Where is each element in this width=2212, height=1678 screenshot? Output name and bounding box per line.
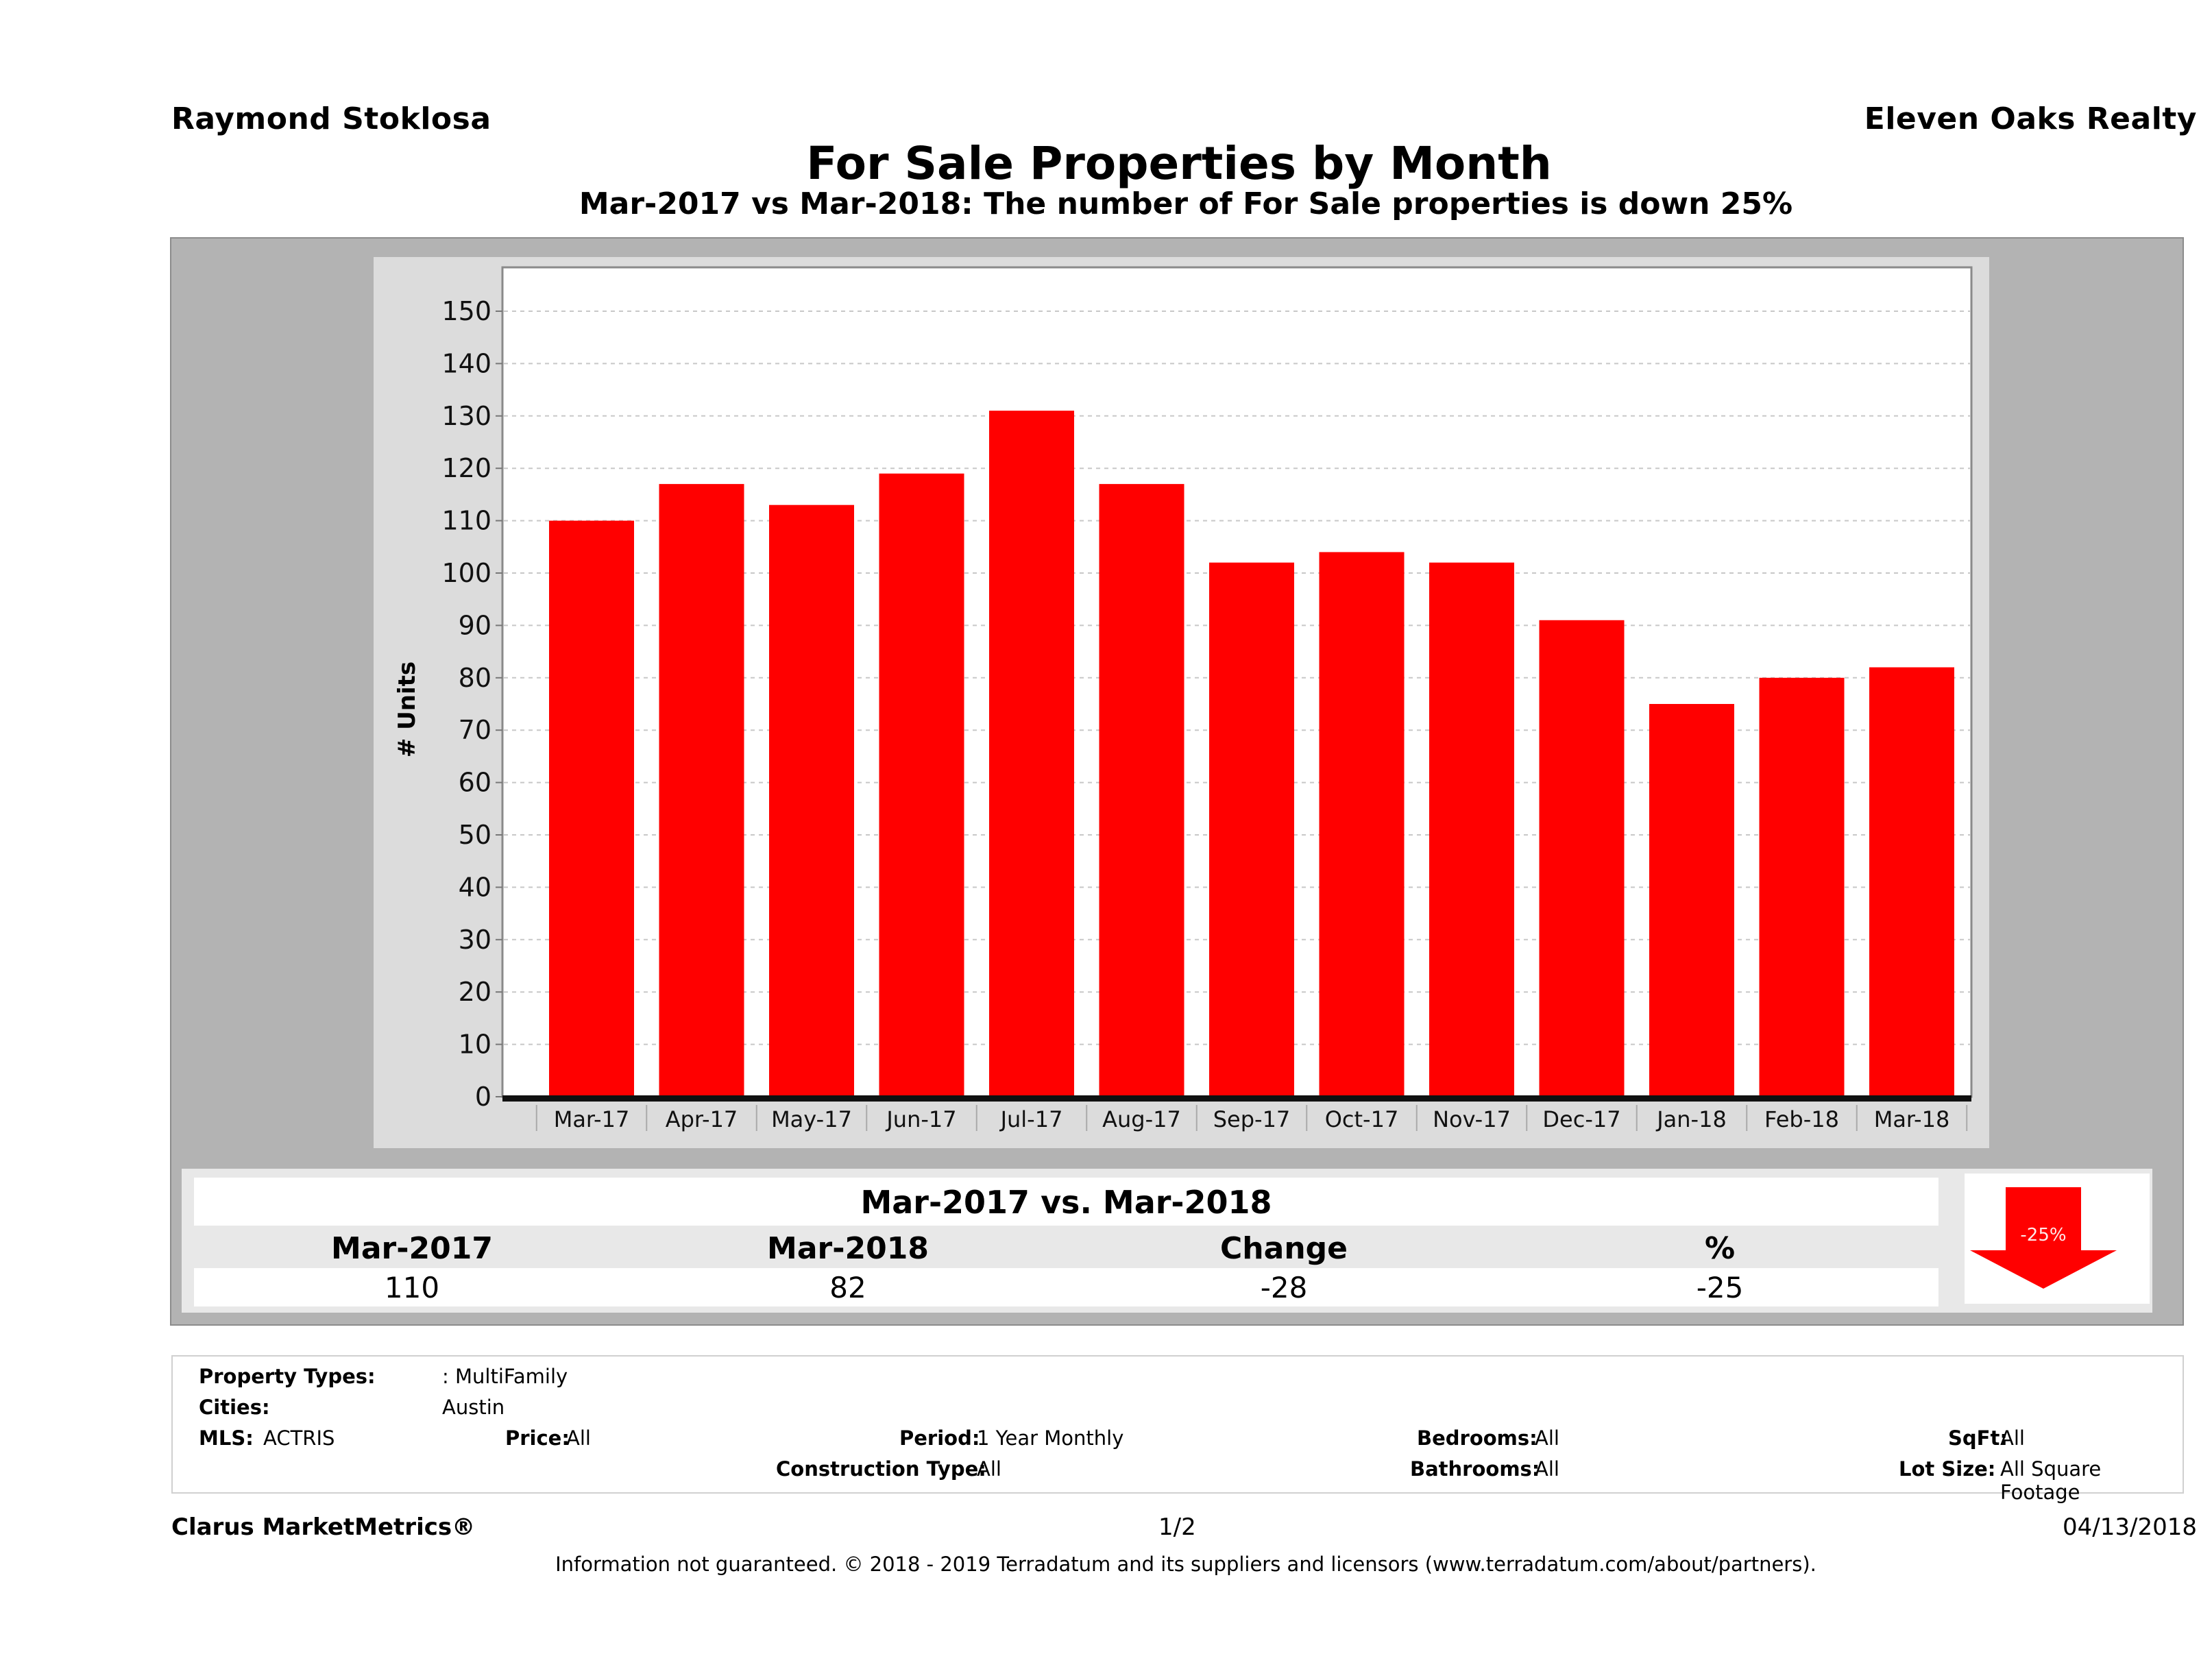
bar-chart: 0 10 20 30 40 50 60 70 80 90 100 110 120 130 140 150 Ma… (393, 266, 1973, 1132)
y-tick-label: 60 (459, 768, 491, 798)
mls-value: ACTRIS (263, 1426, 335, 1450)
property-types-value: : MultiFamily (442, 1365, 568, 1388)
period-value: 1 Year Monthly (977, 1426, 1124, 1450)
x-tick-label: May-17 (771, 1106, 852, 1132)
x-axis-line (502, 1095, 1971, 1102)
filter-details: Property Types: : MultiFamily Cities: Au… (171, 1355, 2184, 1504)
agent-name: Raymond Stoklosa (171, 101, 491, 136)
y-tick-label: 80 (459, 663, 491, 693)
summary-header-row: Mar-2017 Mar-2018 Change % (194, 1227, 1938, 1271)
bar-feb-18 (1759, 677, 1845, 1097)
product-name: Clarus MarketMetrics® (171, 1513, 476, 1541)
bar-nov-17 (1429, 562, 1514, 1097)
y-axis-label: # Units (393, 661, 421, 757)
bar-jan-18 (1649, 704, 1734, 1097)
report-title: For Sale Properties by Month (806, 137, 1552, 190)
bar-jul-17 (989, 411, 1074, 1097)
x-tick-label: Sep-17 (1213, 1106, 1291, 1132)
summary-header: Change (1220, 1231, 1348, 1266)
bar-mar-18 (1869, 667, 1954, 1097)
bar-jun-17 (879, 473, 964, 1097)
x-tick-label: Aug-17 (1102, 1106, 1181, 1132)
y-tick-label: 20 (459, 977, 491, 1007)
x-tick-label: Mar-17 (554, 1106, 630, 1132)
bar-sep-17 (1209, 562, 1294, 1097)
change-badge: -25% (1965, 1174, 2150, 1304)
bar-apr-17 (659, 484, 744, 1097)
summary-value: 82 (829, 1271, 866, 1304)
y-tick-label: 140 (441, 348, 491, 378)
y-tick-label: 120 (441, 453, 491, 483)
report-date: 04/13/2018 (2063, 1513, 2197, 1541)
x-tick-label: Jul-17 (999, 1106, 1063, 1132)
x-tick-label: Dec-17 (1542, 1106, 1620, 1132)
brokerage-name: Eleven Oaks Realty (1864, 101, 2197, 136)
y-tick-label: 150 (441, 296, 491, 326)
mls-label: MLS: (199, 1426, 254, 1450)
price-value: All (566, 1426, 591, 1450)
disclaimer: Information not guaranteed. © 2018 - 201… (555, 1553, 1816, 1576)
bar-dec-17 (1539, 620, 1625, 1097)
x-tick-label: Jan-18 (1655, 1106, 1727, 1132)
y-tick-label: 100 (441, 558, 491, 588)
y-tick-label: 30 (459, 925, 491, 955)
summary-header: % (1704, 1231, 1736, 1266)
bar-may-17 (769, 504, 854, 1097)
x-tick-label: Mar-18 (1874, 1106, 1950, 1132)
report-subtitle: Mar-2017 vs Mar-2018: The number of For … (579, 186, 1793, 221)
price-label: Price: (505, 1426, 570, 1450)
y-tick-label: 110 (441, 506, 491, 536)
x-tick-label: Feb-18 (1764, 1106, 1839, 1132)
cities-label: Cities: (199, 1396, 270, 1419)
cities-value: Austin (442, 1396, 505, 1419)
x-tick-label: Nov-17 (1433, 1106, 1511, 1132)
lot-size-value: All Square Footage (2000, 1457, 2102, 1504)
summary-value-row: 110 82 -28 -25 (194, 1268, 1938, 1306)
period-label: Period: (899, 1426, 980, 1450)
bedrooms-label: Bedrooms: (1417, 1426, 1538, 1450)
bar-mar-17 (549, 520, 634, 1097)
page-number: 1/2 (1158, 1513, 1196, 1541)
bar-aug-17 (1099, 484, 1184, 1097)
bathrooms-label: Bathrooms: (1410, 1457, 1540, 1481)
bathrooms-value: All (1535, 1457, 1559, 1481)
summary-value: 110 (384, 1271, 440, 1304)
bar-oct-17 (1319, 552, 1405, 1097)
y-tick-label: 40 (459, 872, 491, 902)
y-tick-label: 130 (441, 401, 491, 431)
summary-value: -28 (1260, 1271, 1308, 1304)
summary-title: Mar-2017 vs. Mar-2018 (194, 1178, 1938, 1226)
lot-size-label: Lot Size: (1899, 1457, 1996, 1481)
y-tick-label: 0 (475, 1082, 491, 1112)
y-tick-label: 90 (459, 610, 491, 640)
summary-value: -25 (1696, 1271, 1744, 1304)
construction-type-value: All (977, 1457, 1001, 1481)
x-tick-label: Oct-17 (1325, 1106, 1399, 1132)
summary-header: Mar-2018 (767, 1231, 929, 1266)
y-tick-label: 50 (459, 820, 491, 850)
sqft-label: SqFt: (1948, 1426, 2008, 1450)
property-types-label: Property Types: (199, 1365, 376, 1388)
y-tick-label: 10 (459, 1030, 491, 1060)
x-tick-label: Jun-17 (885, 1106, 956, 1132)
summary-header: Mar-2017 (331, 1231, 493, 1266)
construction-type-label: Construction Type: (776, 1457, 986, 1481)
y-tick-label: 70 (459, 715, 491, 745)
sqft-value: All (2000, 1426, 2025, 1450)
down-arrow-icon (1970, 1187, 2117, 1289)
x-tick-label: Apr-17 (666, 1106, 738, 1132)
change-badge-label: -25% (2020, 1225, 2066, 1245)
bedrooms-value: All (1535, 1426, 1559, 1450)
